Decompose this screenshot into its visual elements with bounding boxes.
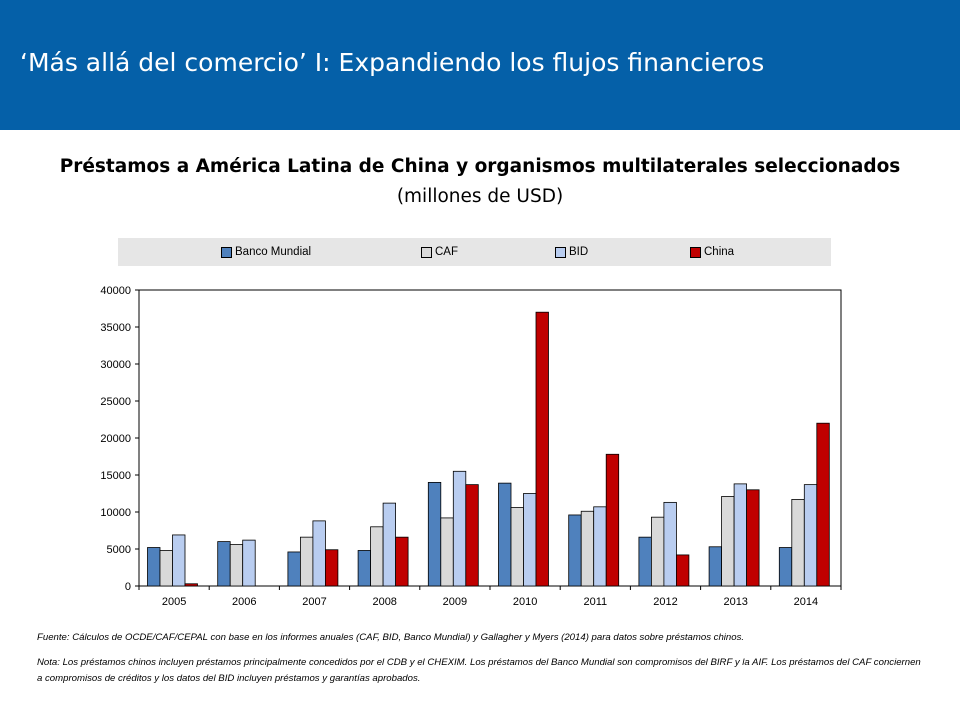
bar-china-2005 — [184, 583, 198, 587]
legend-label: China — [704, 246, 735, 258]
bar-banco-mundial-2005 — [147, 547, 161, 587]
chart-legend: Banco Mundial CAF BID China — [118, 238, 831, 266]
bar-caf-2008 — [370, 526, 384, 587]
y-tick-label: 40000 — [100, 285, 131, 297]
bar-banco-mundial-2007 — [287, 551, 301, 587]
x-tick-label: 2008 — [372, 596, 396, 608]
bar-bid-2005 — [172, 534, 186, 587]
bar-banco-mundial-2008 — [357, 550, 372, 587]
legend-swatch-caf — [421, 246, 432, 258]
y-tick-label: 35000 — [100, 322, 131, 334]
bar-china-2010 — [535, 311, 549, 587]
y-tick-label: 0 — [125, 581, 131, 593]
x-tick-label: 2013 — [723, 596, 747, 608]
bar-bid-2013 — [733, 483, 747, 587]
chart-subtitle: (millones de USD) — [396, 186, 564, 207]
bar-bid-2006 — [242, 539, 256, 587]
x-tick-label: 2009 — [443, 596, 467, 608]
y-tick-label: 25000 — [100, 396, 131, 408]
x-tick-label: 2010 — [513, 596, 537, 608]
bar-caf-2009 — [440, 517, 454, 587]
legend-swatch-banco-mundial — [221, 246, 232, 258]
bar-china-2014 — [816, 422, 830, 587]
bar-banco-mundial-2013 — [708, 546, 722, 587]
bar-bid-2012 — [663, 501, 677, 587]
slide-title: ‘Más allá del comercio’ I: Expandiendo l… — [20, 48, 765, 77]
bar-banco-mundial-2006 — [217, 541, 231, 587]
bar-china-2012 — [676, 554, 690, 587]
legend-item-banco-mundial: Banco Mundial — [221, 246, 311, 258]
bar-bid-2008 — [382, 502, 397, 587]
bar-banco-mundial-2010 — [498, 482, 512, 587]
bar-china-2007 — [324, 549, 339, 587]
legend-swatch-bid — [555, 246, 566, 258]
x-tick-label: 2011 — [583, 596, 607, 608]
header-banner: ‘Más allá del comercio’ I: Expandiendo l… — [0, 0, 960, 130]
x-tick-label: 2007 — [302, 596, 326, 608]
bar-bid-2011 — [593, 506, 607, 587]
bar-bid-2010 — [523, 493, 537, 587]
legend-item-bid: BID — [555, 246, 588, 258]
bar-bid-2007 — [312, 520, 326, 587]
x-tick-label: 2005 — [162, 596, 186, 608]
bar-china-2011 — [605, 453, 620, 587]
legend-label: BID — [569, 246, 589, 258]
y-tick-label: 15000 — [100, 470, 131, 482]
bar-caf-2012 — [651, 516, 665, 587]
x-tick-label: 2012 — [653, 596, 677, 608]
bar-caf-2006 — [229, 544, 244, 587]
legend-swatch-china — [690, 246, 701, 258]
legend-item-china: China — [690, 246, 734, 258]
bar-banco-mundial-2014 — [778, 547, 793, 587]
bar-caf-2007 — [299, 536, 314, 587]
x-tick-label: 2006 — [232, 596, 256, 608]
bar-china-2008 — [395, 536, 409, 587]
legend-label: Banco Mundial — [235, 246, 312, 258]
source-note: Fuente: Cálculos de OCDE/CAF/CEPAL con b… — [37, 632, 745, 643]
bar-bid-2009 — [452, 470, 467, 587]
bar-china-2009 — [465, 484, 479, 587]
bar-china-2013 — [746, 489, 760, 587]
legend-label: CAF — [435, 246, 458, 258]
bar-banco-mundial-2009 — [427, 481, 442, 587]
footnote: Nota: Los préstamos chinos incluyen prés… — [37, 657, 921, 684]
bar-banco-mundial-2012 — [638, 536, 652, 587]
bar-caf-2014 — [791, 499, 805, 587]
bar-caf-2005 — [159, 550, 173, 587]
y-tick-label: 30000 — [100, 359, 131, 371]
bar-banco-mundial-2011 — [568, 514, 582, 587]
y-tick-label: 20000 — [100, 433, 131, 445]
y-tick-label: 5000 — [107, 544, 131, 556]
chart-title: Préstamos a América Latina de China y or… — [59, 156, 901, 177]
bar-bid-2014 — [803, 484, 818, 587]
bar-caf-2011 — [580, 510, 595, 587]
legend-item-caf: CAF — [421, 246, 458, 258]
y-tick-label: 10000 — [100, 507, 131, 519]
bar-caf-2010 — [510, 507, 524, 587]
x-tick-label: 2014 — [794, 596, 818, 608]
bar-caf-2013 — [721, 496, 735, 587]
